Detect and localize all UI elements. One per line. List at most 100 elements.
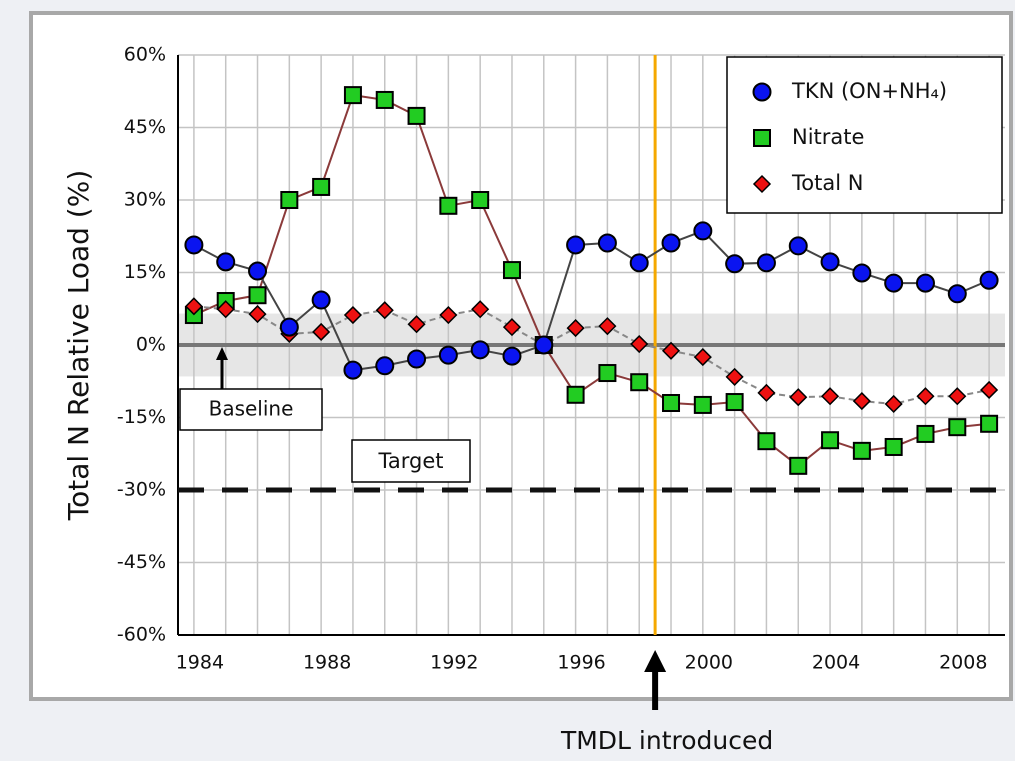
marker (693, 348, 712, 367)
marker (884, 273, 904, 293)
x-tick-label: 1988 (303, 652, 351, 674)
y-tick-label: 30% (124, 189, 166, 211)
marker (693, 221, 713, 241)
marker (693, 395, 712, 414)
marker (375, 90, 394, 109)
tmdl-arrowhead (644, 650, 667, 672)
marker (216, 252, 236, 272)
marker (184, 235, 204, 255)
marker (852, 441, 871, 460)
marker (753, 129, 771, 147)
marker (534, 335, 554, 355)
marker (438, 345, 458, 365)
marker (407, 106, 426, 125)
tmdl-label: TMDL introduced (560, 726, 773, 755)
marker (752, 174, 772, 194)
y-tick-label: -15% (117, 406, 166, 428)
marker (502, 261, 521, 280)
marker (248, 286, 267, 305)
marker (820, 252, 840, 272)
marker (789, 456, 808, 475)
marker (948, 387, 967, 406)
marker (757, 383, 776, 402)
marker (470, 340, 490, 360)
marker (311, 290, 331, 310)
marker (248, 261, 268, 281)
marker (471, 191, 490, 209)
marker (566, 385, 585, 404)
marker (375, 301, 394, 320)
marker (725, 393, 744, 412)
marker (662, 394, 681, 412)
marker (598, 317, 617, 336)
marker (725, 254, 745, 274)
marker (407, 349, 427, 369)
y-tick-label: -30% (117, 479, 166, 501)
marker (216, 300, 235, 319)
legend-label: Total N (791, 171, 863, 195)
marker (629, 253, 649, 273)
marker (502, 318, 522, 337)
marker (471, 300, 490, 319)
marker (597, 233, 617, 253)
y-tick-label: -45% (117, 551, 166, 573)
marker (661, 341, 681, 360)
marker (184, 297, 203, 316)
marker (248, 305, 267, 324)
marker (789, 388, 808, 407)
marker (630, 373, 649, 392)
marker (979, 270, 999, 290)
legend-box (726, 56, 1003, 214)
legend-label: TKN (ON+NH₄) (791, 79, 947, 103)
x-tick-label: 1984 (176, 652, 224, 674)
y-axis-label: Total N Relative Load (%) (62, 170, 95, 521)
marker (820, 387, 840, 406)
x-tick-label: 2008 (939, 652, 987, 674)
marker (884, 437, 903, 456)
marker (788, 236, 808, 256)
marker (312, 177, 331, 196)
marker (343, 305, 363, 325)
x-tick-label: 2004 (812, 652, 860, 674)
marker (916, 387, 935, 406)
marker (279, 317, 299, 337)
marker (852, 263, 872, 283)
y-tick-label: 45% (124, 116, 166, 138)
target-box (351, 439, 471, 483)
baseline-arrowhead (216, 347, 228, 360)
marker (280, 191, 299, 209)
baseline-box (179, 388, 323, 431)
marker (821, 431, 840, 450)
marker (439, 196, 458, 215)
marker (752, 82, 772, 102)
marker (980, 414, 999, 433)
marker (343, 360, 363, 380)
marker (915, 273, 935, 293)
marker (948, 418, 967, 437)
legend-label: Nitrate (792, 125, 864, 149)
marker (375, 356, 395, 376)
marker (407, 315, 426, 334)
y-tick-label: 15% (124, 261, 166, 283)
marker (916, 424, 935, 443)
y-tick-label: 0% (136, 334, 166, 356)
y-tick-label: -60% (117, 624, 166, 646)
marker (566, 235, 586, 255)
marker (756, 253, 776, 273)
marker (598, 364, 617, 383)
marker (630, 334, 649, 354)
marker (725, 367, 744, 386)
marker (884, 394, 903, 414)
marker (980, 380, 999, 400)
marker (312, 322, 331, 342)
x-tick-label: 1992 (430, 652, 478, 674)
marker (852, 392, 871, 411)
marker (343, 86, 362, 105)
marker (947, 284, 967, 304)
baseline-label: Baseline (209, 397, 294, 421)
marker (439, 305, 458, 325)
x-tick-label: 2000 (685, 652, 733, 674)
y-tick-label: 60% (124, 44, 166, 66)
